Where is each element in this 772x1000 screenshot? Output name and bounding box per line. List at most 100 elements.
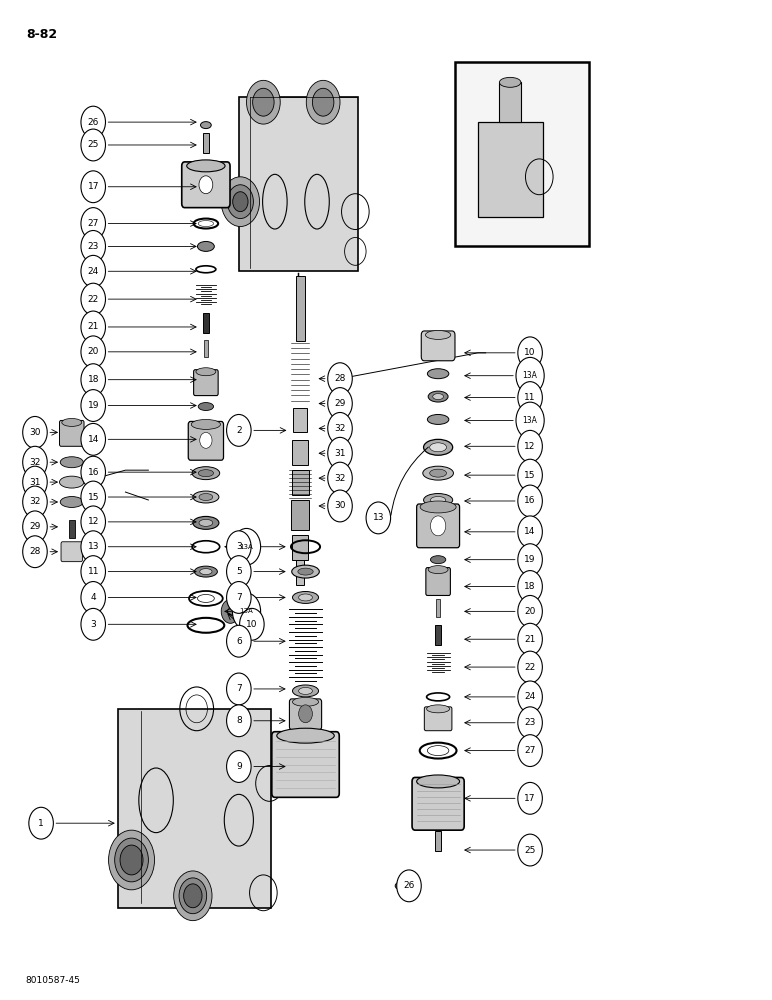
Bar [435, 831, 441, 851]
Text: 17: 17 [524, 794, 536, 803]
Text: 19: 19 [87, 401, 99, 410]
Circle shape [81, 506, 106, 538]
Ellipse shape [198, 403, 214, 410]
Circle shape [22, 416, 47, 448]
Ellipse shape [293, 697, 319, 706]
Circle shape [81, 556, 106, 588]
Text: 7: 7 [236, 684, 242, 693]
Text: 11: 11 [87, 567, 99, 576]
Text: 19: 19 [524, 555, 536, 564]
Ellipse shape [198, 241, 215, 251]
Circle shape [518, 571, 543, 602]
Circle shape [246, 80, 280, 124]
FancyBboxPatch shape [290, 699, 322, 730]
Circle shape [518, 681, 543, 713]
Text: 32: 32 [29, 497, 41, 506]
Text: 8-82: 8-82 [25, 28, 57, 41]
Ellipse shape [199, 494, 213, 500]
Circle shape [81, 129, 106, 161]
Circle shape [306, 80, 340, 124]
Ellipse shape [431, 497, 445, 503]
Bar [204, 340, 208, 357]
Ellipse shape [420, 501, 456, 513]
Circle shape [328, 412, 352, 444]
Ellipse shape [299, 687, 313, 694]
Text: 21: 21 [524, 635, 536, 644]
Ellipse shape [427, 705, 449, 713]
Text: 20: 20 [524, 607, 536, 616]
Ellipse shape [193, 491, 219, 503]
Bar [203, 133, 209, 153]
Circle shape [518, 782, 543, 814]
Circle shape [81, 283, 106, 315]
Text: 14: 14 [524, 527, 536, 536]
Bar [455, 62, 589, 246]
Bar [293, 408, 307, 432]
Text: 32: 32 [29, 458, 41, 467]
Circle shape [200, 432, 212, 448]
Circle shape [313, 88, 334, 116]
Ellipse shape [193, 516, 219, 529]
Text: 16: 16 [524, 496, 536, 505]
Text: 13A: 13A [523, 371, 537, 380]
Text: 28: 28 [29, 547, 41, 556]
Bar [292, 470, 309, 495]
Text: 8010587-45: 8010587-45 [25, 976, 80, 985]
Ellipse shape [201, 122, 212, 129]
Bar [435, 625, 441, 645]
Text: 13A: 13A [523, 416, 537, 425]
Circle shape [516, 402, 544, 439]
Ellipse shape [424, 494, 452, 506]
Circle shape [81, 311, 106, 343]
Text: 24: 24 [524, 692, 536, 701]
Circle shape [81, 364, 106, 396]
Circle shape [81, 456, 106, 488]
Bar [291, 500, 310, 530]
Ellipse shape [293, 685, 319, 697]
Text: 8: 8 [236, 716, 242, 725]
Circle shape [81, 481, 106, 513]
Circle shape [516, 357, 544, 394]
Text: 11: 11 [524, 393, 536, 402]
Text: 3: 3 [90, 620, 96, 629]
Ellipse shape [433, 394, 443, 400]
Ellipse shape [195, 566, 218, 577]
Circle shape [222, 177, 259, 227]
Text: 14: 14 [87, 435, 99, 444]
Ellipse shape [292, 565, 320, 578]
Text: 22: 22 [87, 295, 99, 304]
Ellipse shape [62, 418, 82, 426]
Text: 25: 25 [87, 140, 99, 149]
Text: 30: 30 [29, 428, 41, 437]
Text: 31: 31 [29, 478, 41, 487]
Ellipse shape [430, 443, 446, 452]
Circle shape [232, 593, 261, 630]
Text: 12: 12 [87, 517, 99, 526]
Circle shape [22, 511, 47, 543]
Circle shape [518, 707, 543, 739]
Bar [69, 520, 75, 538]
Text: 24: 24 [87, 267, 99, 276]
Text: 6: 6 [236, 637, 242, 646]
Text: 13: 13 [87, 542, 99, 551]
Bar [296, 276, 305, 341]
Circle shape [226, 556, 251, 588]
Circle shape [518, 485, 543, 517]
Ellipse shape [431, 556, 445, 564]
Text: 18: 18 [87, 375, 99, 384]
FancyBboxPatch shape [188, 421, 224, 460]
Circle shape [518, 459, 543, 491]
FancyBboxPatch shape [194, 370, 218, 396]
Circle shape [252, 88, 274, 116]
Ellipse shape [191, 419, 221, 429]
Text: 12: 12 [524, 442, 536, 451]
Ellipse shape [425, 330, 451, 339]
Text: 2: 2 [236, 426, 242, 435]
Circle shape [226, 751, 251, 782]
Circle shape [328, 490, 352, 522]
FancyBboxPatch shape [118, 709, 271, 908]
Circle shape [81, 231, 106, 262]
Circle shape [328, 363, 352, 395]
FancyBboxPatch shape [417, 504, 459, 548]
FancyBboxPatch shape [59, 420, 84, 446]
